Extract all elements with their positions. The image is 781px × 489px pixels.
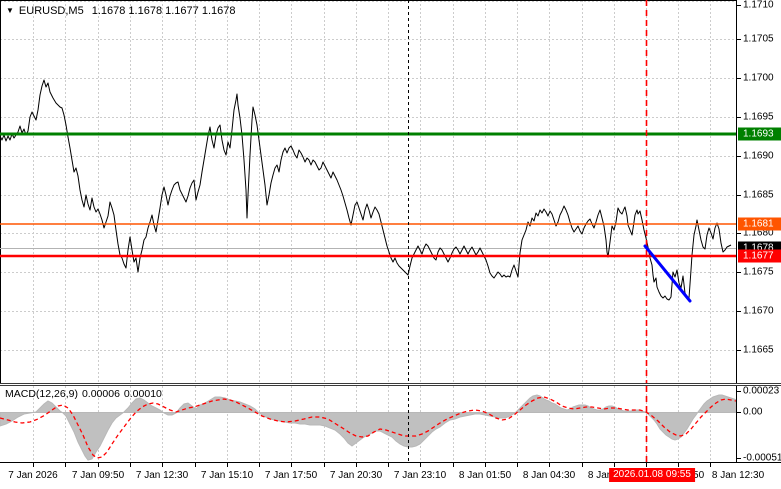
- price-tick: [737, 311, 741, 312]
- macd-tick: [737, 391, 741, 392]
- macd-indicator-label: MACD(12,26,9): [5, 388, 78, 400]
- price-tick: [737, 156, 741, 157]
- symbol-timeframe-label: EURUSD,M5: [18, 5, 84, 17]
- time-tick: [614, 463, 615, 467]
- time-axis[interactable]: 7 Jan 2026 7 Jan 09:50 7 Jan 12:30 7 Jan 15…: [0, 462, 781, 489]
- price-tick: [737, 5, 741, 6]
- time-tick: [291, 463, 292, 467]
- time-tick: [646, 463, 647, 467]
- macd-header: MACD(12,26,9) 0.00006 0.00010: [5, 389, 166, 400]
- time-tick: [65, 463, 66, 467]
- macd-tick: [737, 412, 741, 413]
- time-tick: [388, 463, 389, 467]
- time-tick-label: 7 Jan 17:50: [264, 470, 318, 481]
- time-tick: [130, 463, 131, 467]
- price-tick: [737, 272, 741, 273]
- price-tick-label: 1.1700: [743, 72, 774, 84]
- time-tick: [517, 463, 518, 467]
- time-tick-label: 7 Jan 09:50: [71, 470, 125, 481]
- main-gridlines: [0, 0, 736, 383]
- symbol-header: ▼ EURUSD,M5 1.1678 1.1678 1.1677 1.1678: [6, 5, 235, 18]
- time-tick-label: 7 Jan 2026: [8, 470, 58, 481]
- time-tick: [678, 463, 679, 467]
- price-tick: [737, 117, 741, 118]
- price-tick-label: 1.1690: [743, 150, 774, 162]
- time-tick: [582, 463, 583, 467]
- support-price-badge: 1.1677: [738, 249, 781, 263]
- time-tick: [33, 463, 34, 467]
- price-tick-label: 1.1685: [743, 189, 774, 201]
- price-tick: [737, 39, 741, 40]
- price-tick-label: 1.1705: [743, 33, 774, 45]
- time-tick-label: 7 Jan 12:30: [135, 470, 189, 481]
- price-line: [0, 79, 732, 301]
- price-tick-label: 1.1710: [743, 0, 774, 11]
- macd-tick-label: -0.00051: [743, 452, 781, 464]
- price-tick-label: 1.1665: [743, 344, 774, 356]
- price-tick: [737, 78, 741, 79]
- time-tick: [195, 463, 196, 467]
- time-tick-label: 8 Jan 12:30: [711, 470, 765, 481]
- price-tick-label: 1.1695: [743, 111, 774, 123]
- ohlc-values: 1.1678 1.1678 1.1677 1.1678: [91, 5, 236, 17]
- macd-main-value: 0.00006: [81, 388, 120, 400]
- chevron-down-icon[interactable]: ▼: [6, 6, 14, 15]
- time-tick-label: 7 Jan 20:30: [329, 470, 383, 481]
- price-axis[interactable]: 1.1710 1.1705 1.1700 1.1695 1.1690 1.1685 1.16…: [736, 0, 781, 464]
- macd-signal-value: 0.00010: [123, 388, 162, 400]
- time-tick: [420, 463, 421, 467]
- time-tick-label: 7 Jan 15:10: [200, 470, 254, 481]
- macd-tick: [737, 458, 741, 459]
- macd-signal-line: [0, 396, 736, 459]
- price-tick-label: 1.1675: [743, 266, 774, 278]
- time-tick: [356, 463, 357, 467]
- time-tick: [227, 463, 228, 467]
- macd-tick-label: 0.00023: [743, 385, 780, 397]
- pivot-price-badge: 1.1681: [738, 217, 781, 231]
- time-tick: [98, 463, 99, 467]
- time-tick: [324, 463, 325, 467]
- time-tick: [485, 463, 486, 467]
- macd-histogram-area: [0, 394, 736, 461]
- time-tick: [162, 463, 163, 467]
- main-chart-canvas[interactable]: [0, 0, 736, 383]
- price-tick-label: 1.1670: [743, 305, 774, 317]
- signal-time-badge: 2026.01.08 09:55: [609, 468, 695, 482]
- trend-line: [643, 244, 692, 303]
- time-tick: [259, 463, 260, 467]
- pane-splitter[interactable]: [0, 383, 781, 386]
- macd-tick-label: 0.00: [743, 406, 763, 418]
- macd-indicator-canvas[interactable]: [0, 386, 736, 462]
- price-tick-label: 1.1680: [743, 227, 774, 239]
- resistance-price-badge: 1.1693: [738, 127, 781, 141]
- price-tick: [737, 233, 741, 234]
- price-tick: [737, 195, 741, 196]
- time-tick-label: 8 Jan 04:30: [522, 470, 576, 481]
- time-tick: [549, 463, 550, 467]
- time-tick: [710, 463, 711, 467]
- time-tick-label: 7 Jan 23:10: [393, 470, 447, 481]
- price-tick: [737, 350, 741, 351]
- time-tick: [453, 463, 454, 467]
- time-tick-label: 8 Jan 01:50: [458, 470, 512, 481]
